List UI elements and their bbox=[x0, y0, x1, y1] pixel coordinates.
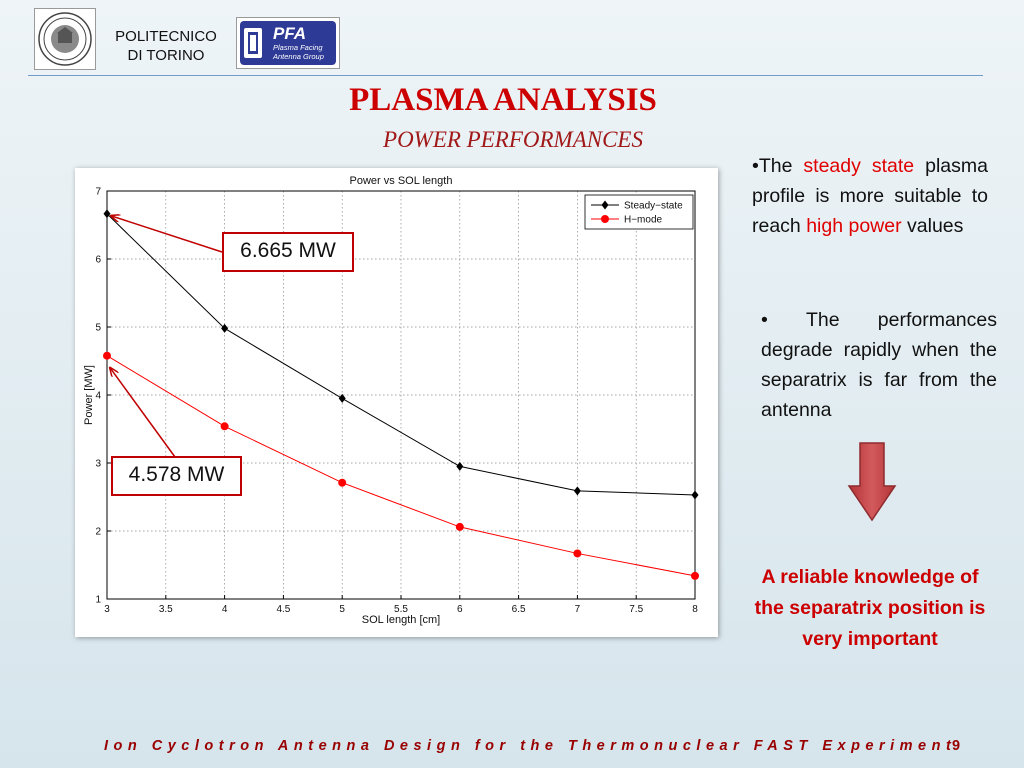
bullet-steady-state: •The steady state plasma profile is more… bbox=[752, 155, 988, 237]
bullet-1-text-c: values bbox=[901, 215, 964, 237]
x-axis-label: SOL length [cm] bbox=[362, 614, 440, 626]
bullet-performance-degradation: • The performances degrade rapidly when … bbox=[761, 309, 997, 421]
steady-state-point bbox=[221, 323, 229, 333]
h-mode-point bbox=[455, 522, 464, 531]
y-tick-label: 7 bbox=[95, 187, 101, 198]
x-tick-label: 7 bbox=[575, 604, 581, 615]
steady-state-point bbox=[691, 490, 699, 500]
page-title: PLASMA ANALYSIS bbox=[349, 82, 657, 118]
h-mode-line bbox=[106, 355, 696, 577]
legend-label-h-mode: H−mode bbox=[624, 215, 663, 226]
power-vs-sol-chart: 3 3.5 4 4.5 5 5.5 6 6.5 7 7.5 8 1 2 3 4 5 6 7 Power vs SO… bbox=[83, 175, 699, 626]
steady-state-callout-arrow bbox=[111, 216, 223, 253]
institution-name: POLITECNICO DI TORINO bbox=[104, 27, 228, 65]
h-mode-callout-arrow bbox=[110, 368, 176, 458]
x-tick-label: 5 bbox=[339, 604, 345, 615]
down-arrow-icon bbox=[847, 442, 897, 522]
header-divider bbox=[28, 75, 983, 76]
chart-annotations bbox=[110, 216, 223, 458]
y-tick-label: 2 bbox=[95, 527, 101, 538]
bullet-2-text: The performances degrade rapidly when th… bbox=[761, 309, 997, 421]
steady-state-point bbox=[573, 486, 581, 496]
x-tick-label: 3.5 bbox=[159, 604, 173, 615]
chart-title: Power vs SOL length bbox=[350, 175, 453, 187]
y-tick-label: 3 bbox=[95, 459, 101, 470]
x-tick-label: 4.5 bbox=[276, 604, 290, 615]
x-tick-label: 5.5 bbox=[394, 604, 408, 615]
institution-name-line2: DI TORINO bbox=[127, 47, 205, 64]
y-tick-label: 5 bbox=[95, 323, 101, 334]
bullet-1-highlight-power: high power bbox=[806, 215, 902, 237]
h-mode-point bbox=[220, 422, 229, 431]
bullet-1-text-a: The bbox=[758, 155, 804, 177]
legend-marker-steady-state bbox=[601, 200, 609, 210]
seal-emblem-icon bbox=[38, 12, 92, 66]
legend-box bbox=[584, 194, 694, 230]
steady-state-line bbox=[106, 213, 696, 496]
legend-marker-h-mode bbox=[601, 215, 609, 223]
conclusion-text: A reliable knowledge of the separatrix p… bbox=[754, 566, 986, 650]
axis-ticks: 3 3.5 4 4.5 5 5.5 6 6.5 7 7.5 8 1 2 3 4 5 6 7 bbox=[95, 187, 698, 616]
steady-state-point bbox=[103, 209, 111, 219]
bullet-1-text-b: plasma profile is more suitable to reach bbox=[752, 155, 988, 237]
footer-title: Ion Cyclotron Antenna Design for the The… bbox=[104, 738, 957, 754]
pfa-logo-title: PFA bbox=[273, 24, 306, 43]
x-tick-label: 6 bbox=[457, 604, 463, 615]
h-mode-point bbox=[691, 571, 699, 580]
bullet-1-highlight-steady: steady state bbox=[803, 155, 915, 177]
y-tick-label: 6 bbox=[95, 255, 101, 266]
h-mode-point bbox=[573, 549, 582, 558]
chart-grid bbox=[106, 190, 696, 600]
h-mode-peak-callout: 4.578 MW bbox=[111, 456, 242, 496]
university-seal-logo bbox=[34, 8, 96, 70]
steady-state-peak-callout: 6.665 MW bbox=[222, 232, 354, 272]
h-mode-point bbox=[103, 351, 111, 360]
x-tick-label: 3 bbox=[104, 604, 110, 615]
steady-state-point bbox=[456, 461, 464, 471]
power-chart-panel: 3 3.5 4 4.5 5 5.5 6 6.5 7 7.5 8 1 2 3 4 5 6 7 Power vs SO… bbox=[75, 168, 718, 637]
y-tick-label: 4 bbox=[95, 391, 101, 402]
steady-state-point bbox=[338, 393, 346, 403]
pfa-logo-line1: Plasma Facing bbox=[273, 43, 323, 52]
pfa-logo-line2: Antenna Group bbox=[272, 52, 324, 61]
y-axis-label: Power [MW] bbox=[83, 365, 95, 425]
chart-legend: Steady−state H−mode bbox=[584, 194, 694, 230]
institution-name-line1: POLITECNICO bbox=[115, 28, 217, 45]
x-tick-label: 8 bbox=[692, 604, 698, 615]
h-mode-point bbox=[338, 478, 347, 487]
pfa-group-logo: PFA Plasma Facing Antenna Group bbox=[236, 17, 340, 69]
page-number: 9 bbox=[952, 738, 961, 754]
chart-series bbox=[103, 209, 699, 580]
pfa-logo-graphic: PFA Plasma Facing Antenna Group bbox=[240, 21, 336, 65]
x-tick-label: 7.5 bbox=[629, 604, 643, 615]
page-subtitle: POWER PERFORMANCES bbox=[383, 127, 643, 152]
x-tick-label: 6.5 bbox=[512, 604, 526, 615]
x-tick-label: 4 bbox=[222, 604, 228, 615]
y-tick-label: 1 bbox=[95, 595, 101, 606]
legend-label-steady-state: Steady−state bbox=[624, 201, 683, 212]
